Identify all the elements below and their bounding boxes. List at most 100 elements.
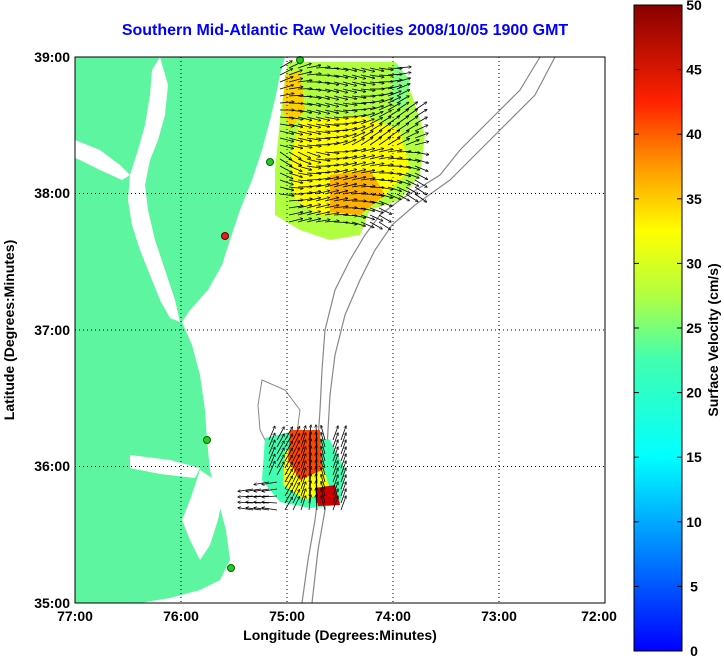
velocity-arrow [369,171,384,174]
velocity-arrow [276,455,284,469]
velocity-arrow [369,221,382,229]
velocity-arrow [360,125,374,132]
velocity-arrow [315,130,330,133]
velocity-arrow [324,198,339,202]
colorbar-tick-label: 30 [686,255,702,271]
velocity-arrow [279,102,294,103]
velocity-arrow [360,155,375,160]
velocity-arrow [396,78,410,83]
velocity-arrow [324,123,339,126]
albemarle-sound [130,455,200,478]
radar-station-marker [221,232,229,240]
velocity-arrow [396,102,409,111]
velocity-arrow [306,219,321,223]
velocity-arrow [414,117,427,125]
velocity-arrow [332,440,338,455]
velocity-arrow [284,483,293,497]
velocity-arrow [324,184,339,188]
velocity-arrow [315,205,330,209]
velocity-arrow [333,95,348,100]
velocity-arrow [351,88,366,92]
velocity-arrow [288,186,303,189]
velocity-arrow [315,88,330,92]
velocity-arrow [333,198,348,202]
velocity-arrow [378,221,391,230]
velocity-arrow [288,123,303,127]
radar-station-marker [227,564,235,572]
colorbar-tick-label: 5 [690,578,698,594]
velocity-arrow [342,67,357,71]
velocity-arrow [369,156,384,160]
velocity-arrow [306,109,321,114]
velocity-arrow [360,108,375,111]
velocity-arrow [297,151,311,158]
velocity-arrow [360,200,375,203]
velocity-arrow [292,455,300,469]
velocity-arrow [405,186,418,194]
velocity-arrow [342,81,357,86]
velocity-arrow [340,475,346,490]
colorbar-tick-label: 50 [686,0,702,13]
velocity-arrow [297,205,312,209]
velocity-arrow [369,95,384,96]
velocity-arrow [333,176,348,181]
velocity-arrow [414,125,428,132]
velocity-arrow [324,171,339,174]
velocity-arrow [351,208,366,209]
velocity-arrow [351,177,366,181]
velocity-arrow [288,212,303,216]
velocity-arrow [351,95,366,98]
velocity-arrow [324,116,339,120]
velocity-arrow [276,448,284,462]
velocity-arrow [324,88,339,92]
velocity-arrow [316,495,317,511]
velocity-arrow [284,476,293,490]
colorbar-label: Surface Velocity (cm/s) [705,263,721,416]
velocity-arrow [396,90,410,97]
velocity-arrows [238,61,429,511]
velocity-arrow [284,490,293,504]
velocity-arrow [351,115,366,118]
velocity-arrow [288,144,303,148]
velocity-arrow [279,179,293,185]
radar-stations [203,56,304,572]
velocity-arrow [333,67,348,70]
velocity-arrow [342,88,357,92]
velocity-arrow [342,140,356,146]
velocity-arrow [262,496,278,497]
delmarva-inlet [75,140,130,180]
velocity-arrow [292,462,300,476]
velocity-arrow [351,156,366,160]
colorbar-tick-label: 40 [686,126,702,142]
velocity-arrow [332,426,338,441]
velocity-arrow [284,427,293,441]
velocity-arrow [279,186,294,190]
velocity-arrow [351,221,365,226]
velocity-arrow [369,179,384,180]
velocity-arrow [297,80,312,83]
velocity-arrow [315,158,330,161]
velocity-arrow [276,441,284,455]
velocity-arrow [300,496,306,511]
velocity-arrow [306,74,321,75]
velocity-arrow [333,141,347,146]
colorbar: 0 5 10 15 20 25 30 35 40 45 50 Surface Velocity (c… [633,0,721,659]
velocity-arrow [414,172,428,179]
velocity-arrow [396,96,409,104]
map-title: Southern Mid-Atlantic Raw Velocities 200… [121,22,569,39]
velocity-arrow [315,67,330,68]
velocity-arrow [292,476,300,490]
velocity-arrow [387,158,402,159]
velocity-arrow [297,72,312,76]
velocity-arrow [297,180,312,181]
velocity-arrow [297,102,312,105]
velocity-arrow [262,502,278,503]
velocity-arrow [332,447,338,462]
velocity-arrow [333,183,348,188]
velocity-arrow [369,130,382,139]
velocity-arrow [369,124,382,132]
velocity-arrow [378,193,392,198]
velocity-arrow [340,426,346,441]
y-axis: 39:00 38:00 37:00 36:00 35:00 Latitude (… [1,49,70,611]
velocity-arrow [342,150,357,153]
